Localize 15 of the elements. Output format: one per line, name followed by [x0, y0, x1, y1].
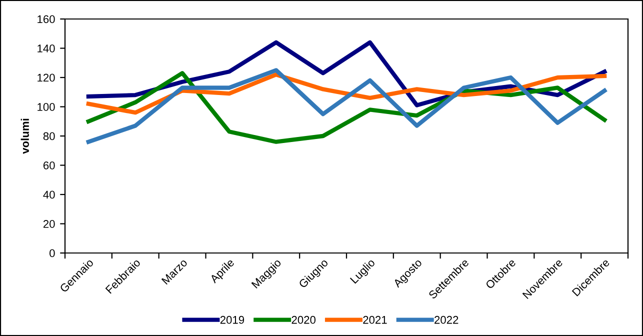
legend-label: 2021	[363, 316, 387, 324]
y-tick-label: 160	[38, 15, 55, 24]
y-tick-label: 40	[43, 190, 55, 199]
y-tick-label: 120	[38, 74, 55, 82]
y-tick-label: 60	[43, 162, 55, 170]
y-tick-label: 80	[43, 132, 55, 140]
legend-label: 2022	[434, 316, 458, 324]
legend-label: 2020	[292, 316, 316, 324]
y-tick-label: 0	[50, 249, 55, 258]
y-axis-title: volumi	[20, 118, 29, 154]
legend-label: 2019	[220, 316, 244, 324]
y-tick-label: 20	[43, 220, 55, 228]
y-tick-label: 140	[38, 44, 55, 52]
line-series	[86, 72, 607, 115]
y-tick-label: 100	[38, 103, 55, 111]
